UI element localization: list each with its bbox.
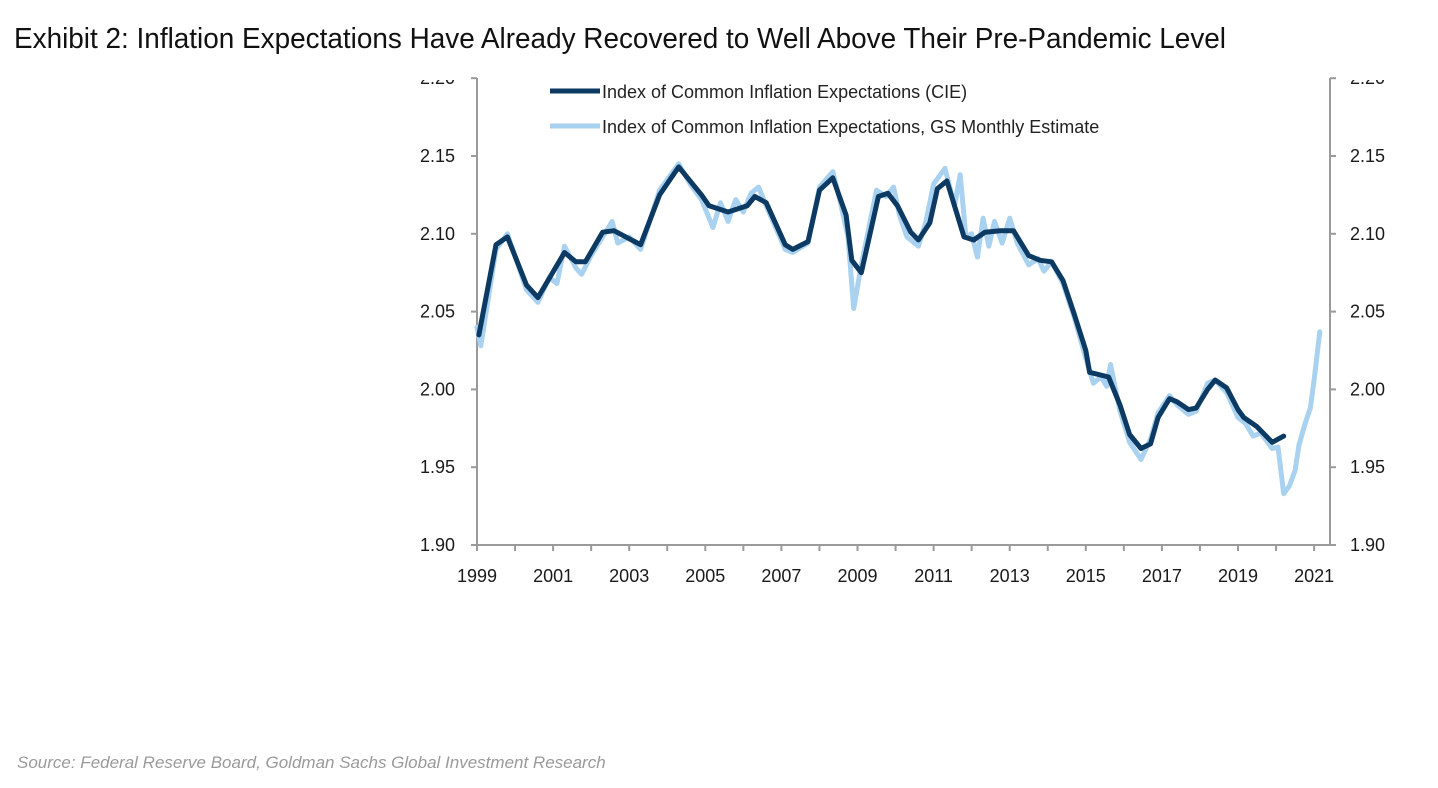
source-note: Source: Federal Reserve Board, Goldman S…: [17, 753, 606, 772]
x-tick-label: 2005: [685, 566, 725, 586]
series-line-cie: [476, 164, 1287, 451]
legend-label-gs-estimate: Index of Common Inflation Expectations, …: [602, 117, 1099, 137]
axes: 1.90 1.90 1.95 1.95 2.00 2.00 2.05 2.05 2.10 2.10…: [420, 68, 1385, 586]
y-tick-label-left: 2.05: [420, 302, 455, 322]
y-tick-label-left: 1.90: [420, 535, 455, 555]
chart-title: Exhibit 2: Inflation Expectations Have A…: [14, 23, 1226, 55]
x-tick-label: 2013: [990, 566, 1030, 586]
y-tick-label-left: 1.95: [420, 457, 455, 477]
x-tick-label: 2017: [1142, 566, 1182, 586]
x-tick-label: 2009: [837, 566, 877, 586]
y-tick-label-left: 2.20: [420, 68, 455, 88]
y-tick-label-right: 2.20: [1350, 68, 1385, 88]
y-tick-label-right: 1.90: [1350, 535, 1385, 555]
y-tick-label-left: 2.00: [420, 379, 455, 399]
y-tick-label-left: 2.15: [420, 146, 455, 166]
x-tick-label: 2011: [914, 566, 953, 586]
x-tick-label: 2019: [1218, 566, 1258, 586]
x-tick-label: 2007: [761, 566, 801, 586]
x-tick-label: 2015: [1066, 566, 1106, 586]
plot-lines: [474, 161, 1323, 497]
x-tick-label: 2001: [533, 566, 573, 586]
x-tick-label: 2003: [609, 566, 649, 586]
y-tick-label-left: 2.10: [420, 224, 455, 244]
x-tick-label: 2021: [1294, 566, 1334, 586]
y-tick-label-right: 2.10: [1350, 224, 1385, 244]
x-tick-label: 1999: [457, 566, 497, 586]
y-tick-label-right: 2.15: [1350, 146, 1385, 166]
legend-label-cie: Index of Common Inflation Expectations (…: [602, 82, 967, 102]
y-tick-label-right: 2.05: [1350, 302, 1385, 322]
y-tick-label-right: 1.95: [1350, 457, 1385, 477]
series-line-gs-monthly-estimate: [474, 161, 1323, 497]
legend: Index of Common Inflation Expectations (…: [550, 82, 1099, 137]
y-tick-label-right: 2.00: [1350, 379, 1385, 399]
